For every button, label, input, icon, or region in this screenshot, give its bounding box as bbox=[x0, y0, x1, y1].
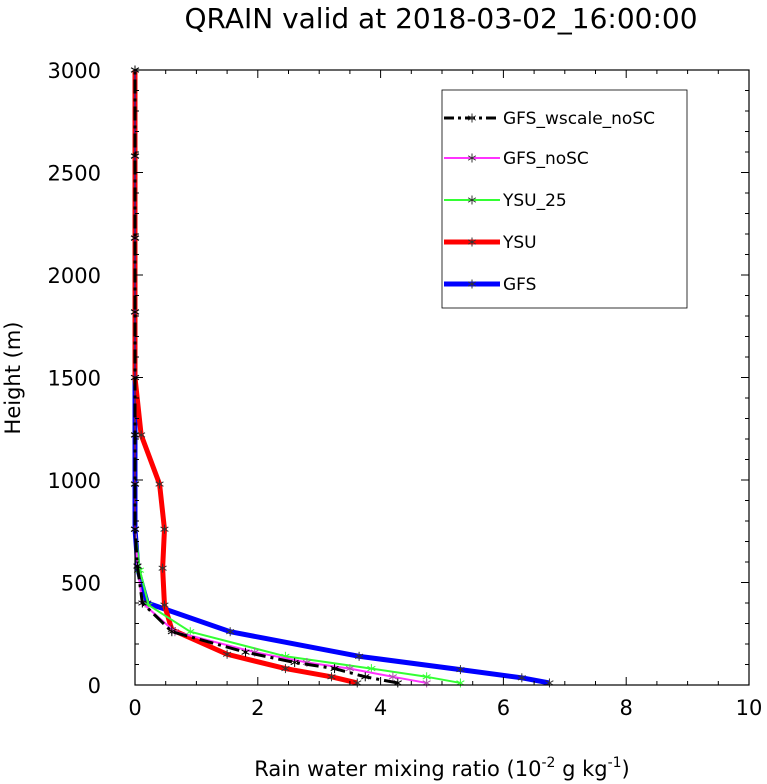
x-tick-label: 0 bbox=[128, 696, 141, 720]
series-marker bbox=[138, 600, 147, 606]
series-line bbox=[134, 70, 427, 684]
series-marker bbox=[167, 629, 176, 635]
y-tick-label: 1000 bbox=[48, 469, 101, 493]
series-GFS_wscale_noSC bbox=[130, 65, 402, 688]
series-marker bbox=[345, 665, 355, 672]
legend-label: YSU_25 bbox=[502, 191, 567, 211]
legend-label: GFS bbox=[503, 275, 536, 295]
series-YSU bbox=[130, 65, 362, 688]
series-YSU_25 bbox=[130, 65, 465, 688]
x-tick-label: 2 bbox=[251, 696, 264, 720]
y-tick-label: 2500 bbox=[48, 162, 101, 186]
series-marker bbox=[367, 665, 376, 672]
series-marker bbox=[160, 602, 169, 608]
y-tick-label: 3000 bbox=[48, 59, 101, 83]
y-axis-title: Height (m) bbox=[1, 322, 25, 435]
series-marker bbox=[361, 674, 370, 680]
series-marker bbox=[155, 481, 164, 487]
series-marker bbox=[222, 651, 232, 657]
legend-item: GFS_wscale_noSC bbox=[444, 109, 655, 129]
series-line bbox=[134, 70, 461, 684]
series-GFS_noSC bbox=[130, 65, 431, 688]
series-marker bbox=[467, 115, 477, 121]
y-tick-label: 500 bbox=[61, 572, 101, 596]
series-marker bbox=[327, 674, 336, 680]
series-marker bbox=[456, 666, 465, 673]
series-marker bbox=[467, 197, 477, 203]
series-marker bbox=[186, 629, 195, 635]
legend-item: GFS_noSC bbox=[444, 149, 589, 169]
x-tick-label: 8 bbox=[620, 696, 633, 720]
series-marker bbox=[290, 659, 299, 666]
x-axis-title: Rain water mixing ratio (10-2 g kg-1) bbox=[254, 755, 630, 781]
series-marker bbox=[241, 649, 250, 655]
y-tick-label: 1500 bbox=[48, 367, 101, 391]
series-marker bbox=[354, 653, 364, 659]
series-marker bbox=[281, 665, 290, 672]
series-marker bbox=[330, 665, 339, 672]
axis-ticks: 0 2 4 6 8 10 0 500 1000 1500 2000 2500 3000 bbox=[48, 59, 763, 720]
series-marker bbox=[517, 675, 526, 681]
series-line bbox=[133, 70, 399, 685]
y-tick-label: 2000 bbox=[48, 264, 101, 288]
series-marker bbox=[422, 674, 431, 680]
series-marker bbox=[158, 565, 167, 571]
legend-item: YSU_25 bbox=[444, 191, 567, 211]
chart-title: QRAIN valid at 2018-03-02_16:00:00 bbox=[184, 2, 697, 35]
series-marker bbox=[160, 526, 169, 532]
series-marker bbox=[467, 155, 477, 161]
y-tick-label: 0 bbox=[88, 674, 101, 698]
x-tick-label: 6 bbox=[497, 696, 510, 720]
series-marker bbox=[226, 629, 235, 635]
legend-item: GFS bbox=[444, 275, 536, 295]
legend-label: GFS_noSC bbox=[503, 149, 589, 169]
legend-label: YSU bbox=[502, 233, 537, 253]
series-line bbox=[132, 70, 358, 686]
series-marker bbox=[144, 602, 153, 608]
x-tick-label: 10 bbox=[736, 696, 763, 720]
legend-item: YSU bbox=[444, 233, 537, 253]
series-marker bbox=[388, 674, 398, 680]
legend-label: GFS_wscale_noSC bbox=[503, 109, 655, 129]
x-tick-label: 4 bbox=[374, 696, 387, 720]
series-marker bbox=[467, 239, 477, 245]
legend: GFS_wscale_noSC GFS_noSC YSU_25 YSU GFS bbox=[441, 89, 688, 309]
series-marker bbox=[467, 281, 477, 287]
